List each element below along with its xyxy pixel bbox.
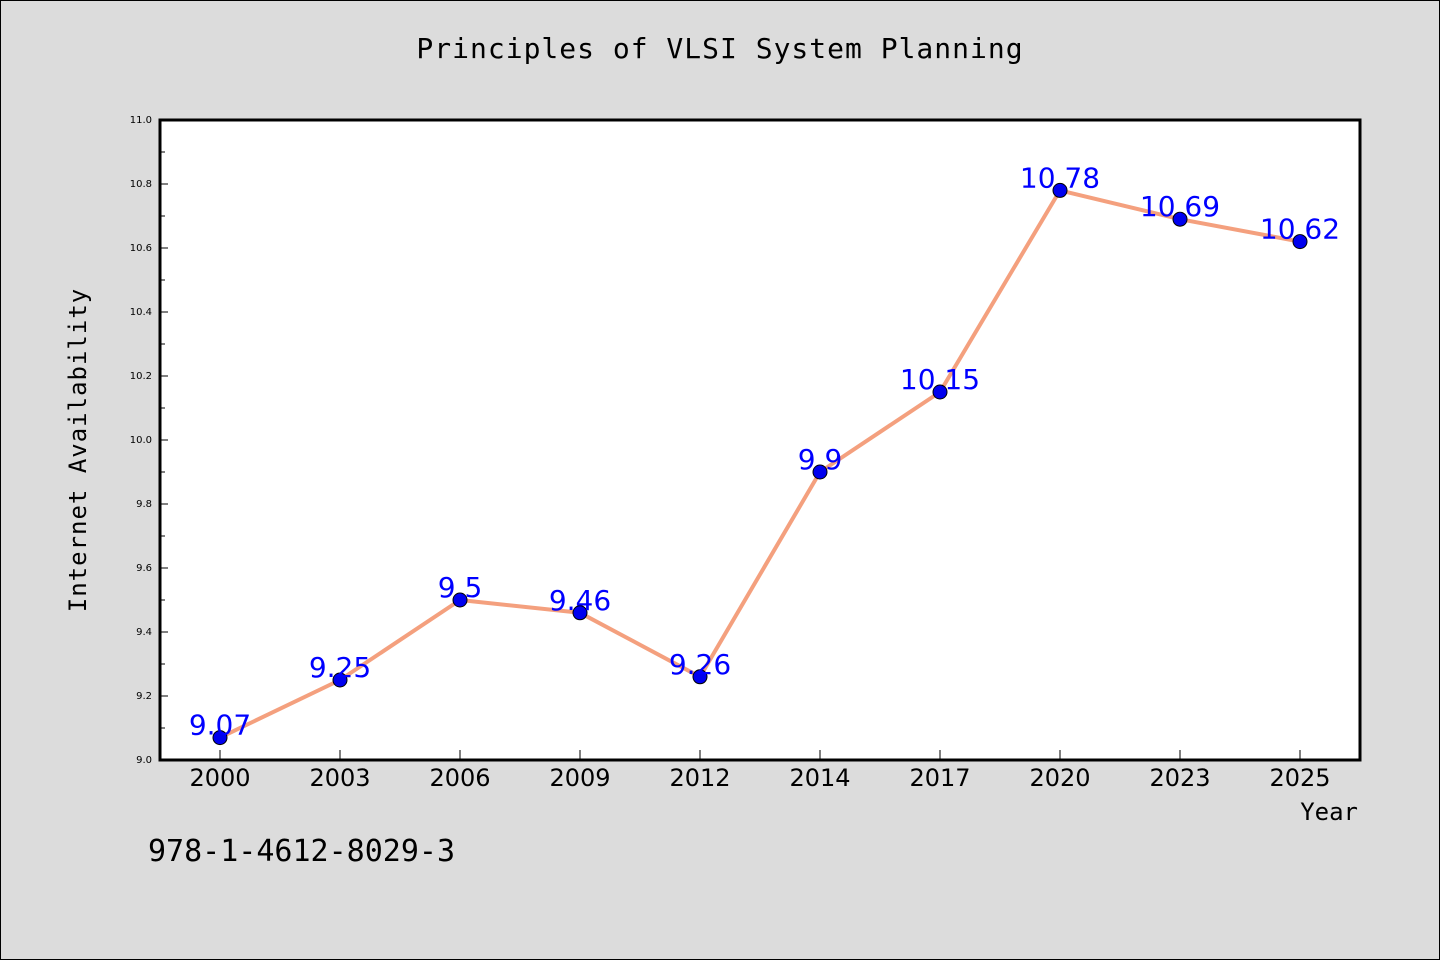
x-axis-ticks: 2000 2003 2006 2009 2012 2014 2017 2020 2023 2025 xyxy=(189,750,1331,792)
x-tick-label: 2025 xyxy=(1269,764,1330,792)
data-point xyxy=(452,592,468,608)
x-tick-label: 2009 xyxy=(549,764,610,792)
y-tick-label: 9.2 xyxy=(136,691,152,702)
x-tick-label: 2020 xyxy=(1029,764,1090,792)
data-point xyxy=(692,669,708,685)
y-tick-label: 10.6 xyxy=(130,243,152,254)
data-label: 9.9 xyxy=(798,443,843,476)
x-tick-label: 2023 xyxy=(1149,764,1210,792)
y-tick-label: 9.6 xyxy=(136,563,152,574)
x-tick-label: 2014 xyxy=(789,764,850,792)
y-tick-label: 9.8 xyxy=(136,499,152,510)
data-label: 9.26 xyxy=(669,648,731,681)
data-point xyxy=(1172,211,1188,227)
data-markers xyxy=(212,182,1308,746)
x-tick-label: 2017 xyxy=(909,764,970,792)
data-label: 9.25 xyxy=(309,651,371,684)
data-label: 9.07 xyxy=(189,709,251,742)
y-tick-label: 10.2 xyxy=(130,371,152,382)
data-label: 10.15 xyxy=(900,363,980,396)
y-tick-label: 10.0 xyxy=(130,435,152,446)
x-tick-label: 2012 xyxy=(669,764,730,792)
plot-border xyxy=(158,118,1362,762)
data-labels: 9.07 9.25 9.5 9.46 9.26 9.9 10.15 10.78 10.69 10.… xyxy=(189,161,1340,741)
data-point xyxy=(1052,182,1068,198)
y-tick-label: 9.4 xyxy=(136,627,152,638)
x-tick-label: 2006 xyxy=(429,764,490,792)
data-point xyxy=(812,464,828,480)
x-tick-label: 2000 xyxy=(189,764,250,792)
data-point xyxy=(212,730,228,746)
y-tick-label: 10.8 xyxy=(130,179,152,190)
data-point xyxy=(1292,234,1308,250)
data-point xyxy=(332,672,348,688)
data-label: 10.78 xyxy=(1020,161,1100,194)
isbn-text: 978-1-4612-8029-3 xyxy=(148,834,456,869)
y-axis-label: Internet Availability xyxy=(64,288,92,612)
data-point xyxy=(572,605,588,621)
series-line xyxy=(218,188,1302,740)
plot-area xyxy=(160,120,1360,760)
data-label: 9.5 xyxy=(438,571,483,604)
data-label: 10.62 xyxy=(1260,213,1340,246)
y-tick-label: 10.4 xyxy=(130,307,152,318)
data-label: 10.69 xyxy=(1140,190,1220,223)
x-tick-label: 2003 xyxy=(309,764,370,792)
chart-title: Principles of VLSI System Planning xyxy=(416,32,1024,65)
x-axis-label: Year xyxy=(1300,798,1358,826)
y-tick-label: 11.0 xyxy=(130,115,152,126)
data-label: 9.46 xyxy=(549,584,611,617)
data-point xyxy=(932,384,948,400)
y-tick-label: 9.0 xyxy=(136,755,152,766)
